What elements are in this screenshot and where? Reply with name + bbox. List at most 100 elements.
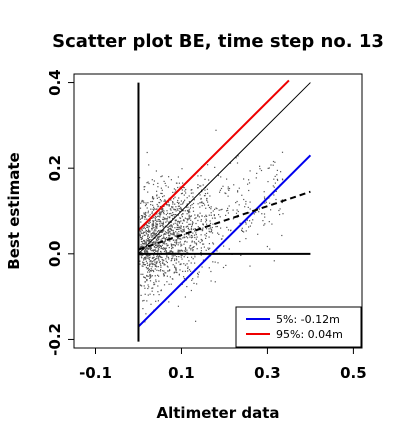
scatter-point [159,214,161,216]
scatter-point [228,189,230,191]
scatter-point [190,205,192,207]
scatter-point [156,250,158,252]
scatter-point [170,250,172,252]
scatter-point [180,206,182,209]
scatter-point [158,270,160,272]
scatter-point [169,231,171,233]
scatter-point [161,256,163,259]
scatter-point [150,201,152,203]
scatter-point [163,248,165,250]
scatter-point [157,300,159,302]
scatter-point [153,217,155,219]
scatter-point [166,251,168,253]
scatter-point [195,238,197,240]
scatter-point [259,168,261,170]
scatter-point [189,211,191,213]
scatter-point [146,250,148,252]
scatter-point [150,268,152,270]
scatter-point [158,236,160,238]
scatter-point [156,220,158,222]
scatter-point [147,287,149,290]
scatter-point [203,204,206,206]
scatter-point [166,212,169,214]
scatter-point [174,235,176,237]
scatter-point [180,254,182,256]
scatter-point [241,194,243,196]
scatter-point [181,214,183,216]
scatter-point [245,221,247,223]
scatter-point [186,241,188,243]
scatter-point [165,250,167,252]
scatter-point [282,213,284,215]
scatter-point [214,166,216,168]
scatter-point [143,258,145,260]
scatter-point [208,267,210,269]
scatter-point [260,169,263,172]
scatter-point [167,204,169,206]
scatter-point [185,192,187,194]
scatter-point [187,218,189,220]
scatter-point [139,177,141,179]
scatter-point [192,250,194,252]
scatter-point [172,264,174,266]
scatter-point [268,221,270,223]
scatter-point [140,221,142,223]
scatter-point [148,225,150,227]
scatter-point [160,176,162,178]
scatter-point [154,217,156,219]
scatter-point [161,244,163,246]
scatter-point [203,195,206,197]
scatter-point [194,256,196,258]
scatter-point [147,226,149,228]
scatter-point [219,216,221,218]
scatter-point [176,221,179,223]
scatter-point [177,214,179,216]
scatter-point [188,247,190,249]
scatter-point [160,250,162,253]
scatter-point [179,217,182,219]
scatter-point [195,217,197,219]
scatter-point [148,229,150,232]
scatter-point [142,265,144,267]
scatter-point [147,210,149,212]
scatter-point [151,197,154,199]
scatter-point [252,219,254,221]
scatter-point [163,270,165,272]
scatter-point [180,193,183,195]
scatter-point [179,217,181,219]
scatter-point [184,217,186,219]
scatter-point [194,230,196,232]
scatter-point [181,254,183,256]
scatter-point [157,240,159,242]
scatter-point [145,229,147,232]
scatter-point [163,242,165,244]
scatter-point [154,275,156,277]
scatter-point [204,193,207,195]
scatter-point [209,195,211,197]
scatter-point [216,225,218,228]
x-tick-label: 0.5 [340,364,367,382]
scatter-point [220,187,223,190]
scatter-point [150,235,152,237]
scatter-point [148,247,150,250]
scatter-point [151,229,153,231]
scatter-point [183,277,185,280]
scatter-point [172,247,174,249]
scatter-point [190,215,192,217]
scatter-point [163,237,165,239]
scatter-point [161,262,164,264]
scatter-point [145,250,148,252]
scatter-point [182,202,184,204]
scatter-point [163,233,166,235]
scatter-point [212,242,214,244]
scatter-point [261,213,263,215]
scatter-point [248,226,250,228]
y-axis-label: Best estimate [5,152,23,269]
scatter-point [273,178,275,180]
scatter-point [146,255,148,257]
scatter-point [172,203,174,205]
scatter-point [147,237,149,239]
scatter-point [142,261,144,263]
scatter-point [176,256,178,258]
scatter-point [183,187,185,189]
